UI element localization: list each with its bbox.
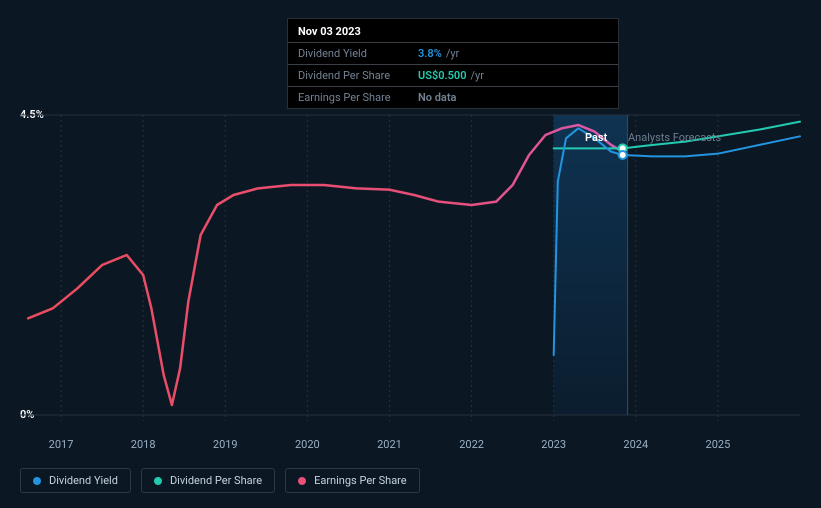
chart-plot-area[interactable]: [20, 115, 800, 415]
xaxis-tick-label: 2023: [541, 438, 566, 451]
legend-dot-icon: [33, 477, 41, 485]
legend-dot-icon: [154, 477, 162, 485]
tooltip-row-label: Dividend Yield: [298, 47, 418, 60]
past-label: Past: [585, 131, 607, 144]
tooltip-date: Nov 03 2023: [288, 19, 618, 42]
legend-item[interactable]: Dividend Per Share: [141, 468, 275, 493]
tooltip-row-label: Dividend Per Share: [298, 69, 418, 82]
tooltip-row: Dividend Per ShareUS$0.500/yr: [288, 64, 618, 86]
tooltip-row: Earnings Per ShareNo data: [288, 86, 618, 108]
tooltip-row-value: 3.8%: [418, 47, 442, 60]
series-markers: [619, 144, 627, 159]
forecast-divider-labels: Past Analysts Forecasts: [585, 131, 721, 144]
tooltip-row-value: No data: [418, 91, 456, 104]
series-lines: [28, 122, 800, 405]
forecast-band: [554, 115, 628, 415]
chart-tooltip: Nov 03 2023 Dividend Yield3.8%/yrDividen…: [287, 18, 619, 109]
legend-label: Dividend Per Share: [170, 474, 262, 487]
tooltip-row-unit: /yr: [471, 69, 484, 82]
xaxis-tick-label: 2017: [49, 438, 74, 451]
xaxis-tick-label: 2025: [706, 438, 731, 451]
xaxis-tick-label: 2022: [459, 438, 484, 451]
chart-svg: [20, 115, 800, 415]
chart-legend: Dividend Yield Dividend Per Share Earnings…: [20, 468, 420, 493]
xaxis-tick-label: 2019: [213, 438, 238, 451]
legend-dot-icon: [298, 477, 306, 485]
tooltip-rows: Dividend Yield3.8%/yrDividend Per ShareU…: [288, 42, 618, 108]
legend-item[interactable]: Earnings Per Share: [285, 468, 420, 493]
xaxis-tick-label: 2021: [377, 438, 402, 451]
xaxis-tick-label: 2018: [131, 438, 156, 451]
legend-label: Dividend Yield: [49, 474, 118, 487]
tooltip-row: Dividend Yield3.8% /yr: [288, 42, 618, 64]
xaxis-labels: 2017 2018 2019 2020 2021 2022 2023 2024 2025: [20, 438, 800, 458]
forecast-label: Analysts Forecasts: [628, 131, 721, 144]
legend-label: Earnings Per Share: [314, 474, 407, 487]
legend-item[interactable]: Dividend Yield: [20, 468, 131, 493]
tooltip-row-unit: /yr: [446, 47, 459, 60]
tooltip-row-value: US$0.500: [418, 69, 467, 82]
xaxis-tick-label: 2020: [295, 438, 320, 451]
tooltip-row-label: Earnings Per Share: [298, 91, 418, 104]
xaxis-tick-label: 2024: [623, 438, 648, 451]
